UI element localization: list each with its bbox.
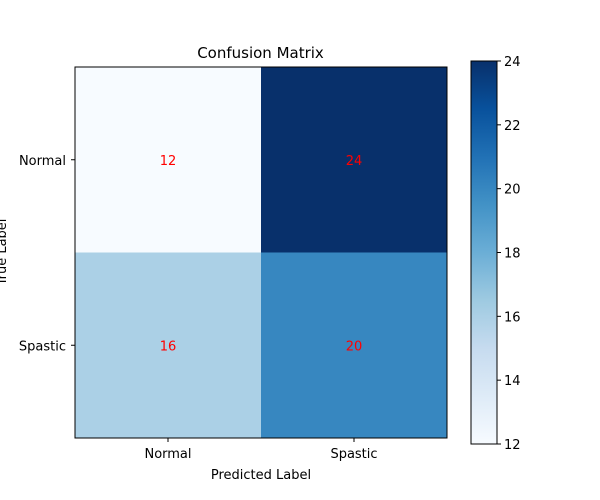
colorbar-tick-label: 12 — [504, 438, 521, 453]
colorbar-tick-label: 20 — [504, 183, 521, 198]
matrix-cell — [261, 67, 448, 253]
matrix-cell — [75, 252, 262, 439]
matrix-cells: 12 24 16 20 — [75, 67, 448, 439]
matrix-cell — [75, 67, 262, 253]
x-tick-label: Normal — [144, 447, 191, 462]
colorbar-tick-label: 14 — [504, 374, 521, 389]
y-axis-label: True Label — [0, 219, 10, 287]
colorbar-tick-label: 18 — [504, 247, 521, 262]
x-tick-label: Spastic — [330, 447, 377, 462]
cell-value-label: 16 — [160, 339, 177, 354]
chart-title: Confusion Matrix — [197, 44, 324, 62]
colorbar-gradient — [471, 61, 497, 444]
colorbar-tick-label: 16 — [504, 310, 521, 325]
cell-value-label: 24 — [346, 154, 363, 169]
cell-value-label: 20 — [346, 339, 363, 354]
matrix-axes: Normal Spastic Normal Spastic — [19, 154, 378, 462]
plot-frame — [74, 66, 448, 439]
colorbar-tick-label: 22 — [504, 119, 521, 134]
y-tick-label: Spastic — [19, 339, 66, 354]
cell-value-label: 12 — [160, 154, 177, 169]
colorbar-ticks: 12 14 16 18 20 22 24 — [497, 55, 521, 453]
x-axis-label: Predicted Label — [211, 468, 311, 483]
colorbar-tick-label: 24 — [504, 55, 521, 70]
matrix-cell — [261, 252, 448, 439]
y-tick-label: Normal — [19, 154, 66, 169]
